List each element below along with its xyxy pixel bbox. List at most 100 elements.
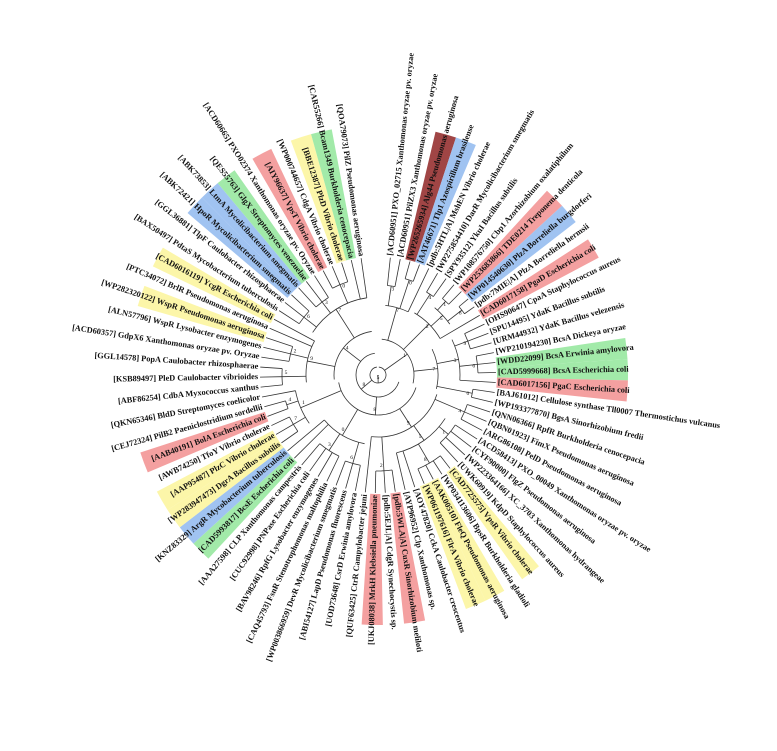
branch bbox=[407, 268, 430, 312]
tree-branches bbox=[260, 257, 496, 493]
support-value: 7 bbox=[396, 308, 399, 314]
branch bbox=[399, 408, 412, 428]
branch bbox=[309, 448, 327, 472]
branch bbox=[350, 259, 361, 300]
support-value: 2 bbox=[426, 324, 429, 330]
branch bbox=[477, 362, 496, 365]
branch bbox=[399, 279, 410, 309]
branch bbox=[471, 396, 493, 403]
highlight-band bbox=[290, 134, 347, 264]
branch bbox=[459, 379, 496, 383]
support-value: 4 bbox=[458, 409, 461, 415]
branch bbox=[430, 315, 444, 327]
branch bbox=[464, 333, 471, 349]
branch bbox=[417, 455, 441, 470]
highlight-band bbox=[137, 285, 267, 343]
branch bbox=[460, 418, 483, 431]
support-value: 8 bbox=[373, 407, 376, 413]
branch bbox=[442, 284, 455, 299]
branch bbox=[298, 287, 317, 308]
branch bbox=[289, 416, 299, 432]
support-value: 1 bbox=[403, 353, 406, 359]
highlight-bands bbox=[137, 129, 629, 625]
support-value: 3 bbox=[328, 442, 331, 448]
branch bbox=[284, 302, 305, 318]
branch bbox=[391, 469, 396, 492]
branch bbox=[269, 327, 313, 347]
branch bbox=[267, 408, 289, 417]
branch bbox=[439, 442, 459, 463]
branch bbox=[374, 396, 377, 415]
support-value: 0 bbox=[342, 283, 345, 289]
highlight-band bbox=[179, 447, 291, 544]
branch bbox=[412, 264, 420, 282]
branch bbox=[326, 455, 340, 482]
branch bbox=[342, 409, 359, 436]
support-value: 8 bbox=[424, 457, 427, 463]
branch bbox=[286, 400, 299, 406]
branch bbox=[447, 309, 463, 322]
branch bbox=[417, 468, 425, 484]
branch bbox=[278, 310, 300, 325]
support-value: 7 bbox=[294, 416, 297, 422]
branch bbox=[445, 437, 466, 456]
branch bbox=[454, 340, 468, 347]
branch bbox=[413, 425, 425, 441]
branch bbox=[436, 386, 473, 394]
support-value: 0 bbox=[342, 427, 345, 433]
branch bbox=[265, 337, 293, 347]
branch bbox=[293, 416, 306, 425]
highlight-band bbox=[140, 411, 269, 473]
branch bbox=[328, 433, 341, 451]
support-value: 8 bbox=[363, 382, 366, 388]
branch bbox=[413, 368, 438, 372]
branch bbox=[290, 353, 309, 359]
branch bbox=[264, 400, 286, 408]
branch bbox=[402, 450, 416, 488]
highlight-band bbox=[429, 477, 505, 601]
branch bbox=[467, 332, 489, 342]
branch bbox=[437, 301, 446, 311]
support-value: 7 bbox=[432, 367, 435, 373]
branch bbox=[404, 261, 411, 279]
support-values: 3 0 7 4 1 8 5 2 9 6 3 0 7 4 1 8 5 2 9 6 3 0 7 4 1 8 5 2 9 6 3 0 7 4 1 8 5 bbox=[285, 281, 476, 469]
branch bbox=[436, 359, 459, 364]
support-value: 0 bbox=[466, 391, 469, 397]
branch bbox=[285, 400, 289, 409]
highlight-band bbox=[446, 466, 539, 580]
support-value: 4 bbox=[288, 397, 291, 403]
highlight-band bbox=[419, 482, 486, 610]
support-value: 9 bbox=[310, 356, 313, 362]
branch bbox=[394, 259, 401, 287]
branch bbox=[262, 390, 296, 398]
highlight-band bbox=[477, 239, 599, 320]
highlight-band bbox=[156, 430, 278, 510]
branch bbox=[464, 306, 475, 315]
leaf-label: [UKJ08038] MrkH Klebsiella pneumoniae bbox=[367, 495, 379, 646]
support-value: 1 bbox=[443, 302, 446, 308]
highlight-band bbox=[311, 129, 356, 261]
highlight-band bbox=[405, 131, 456, 262]
branch bbox=[476, 352, 494, 357]
branch bbox=[312, 297, 367, 333]
highlight-band bbox=[152, 247, 276, 324]
branch bbox=[260, 384, 283, 388]
branch bbox=[332, 281, 348, 289]
highlight-band bbox=[201, 183, 302, 291]
support-value: 2 bbox=[380, 463, 383, 469]
branch bbox=[450, 431, 472, 448]
branch bbox=[439, 314, 480, 339]
branch bbox=[364, 436, 372, 493]
branch bbox=[288, 346, 294, 362]
branch bbox=[294, 424, 329, 459]
highlight-band bbox=[496, 377, 628, 402]
branch bbox=[432, 460, 443, 475]
branch bbox=[387, 307, 398, 341]
support-value: 1 bbox=[302, 400, 305, 406]
branch bbox=[425, 464, 434, 480]
branch bbox=[426, 272, 438, 293]
highlight-band bbox=[495, 337, 628, 368]
branch bbox=[387, 285, 392, 306]
branch bbox=[418, 443, 430, 464]
branch bbox=[300, 390, 342, 409]
